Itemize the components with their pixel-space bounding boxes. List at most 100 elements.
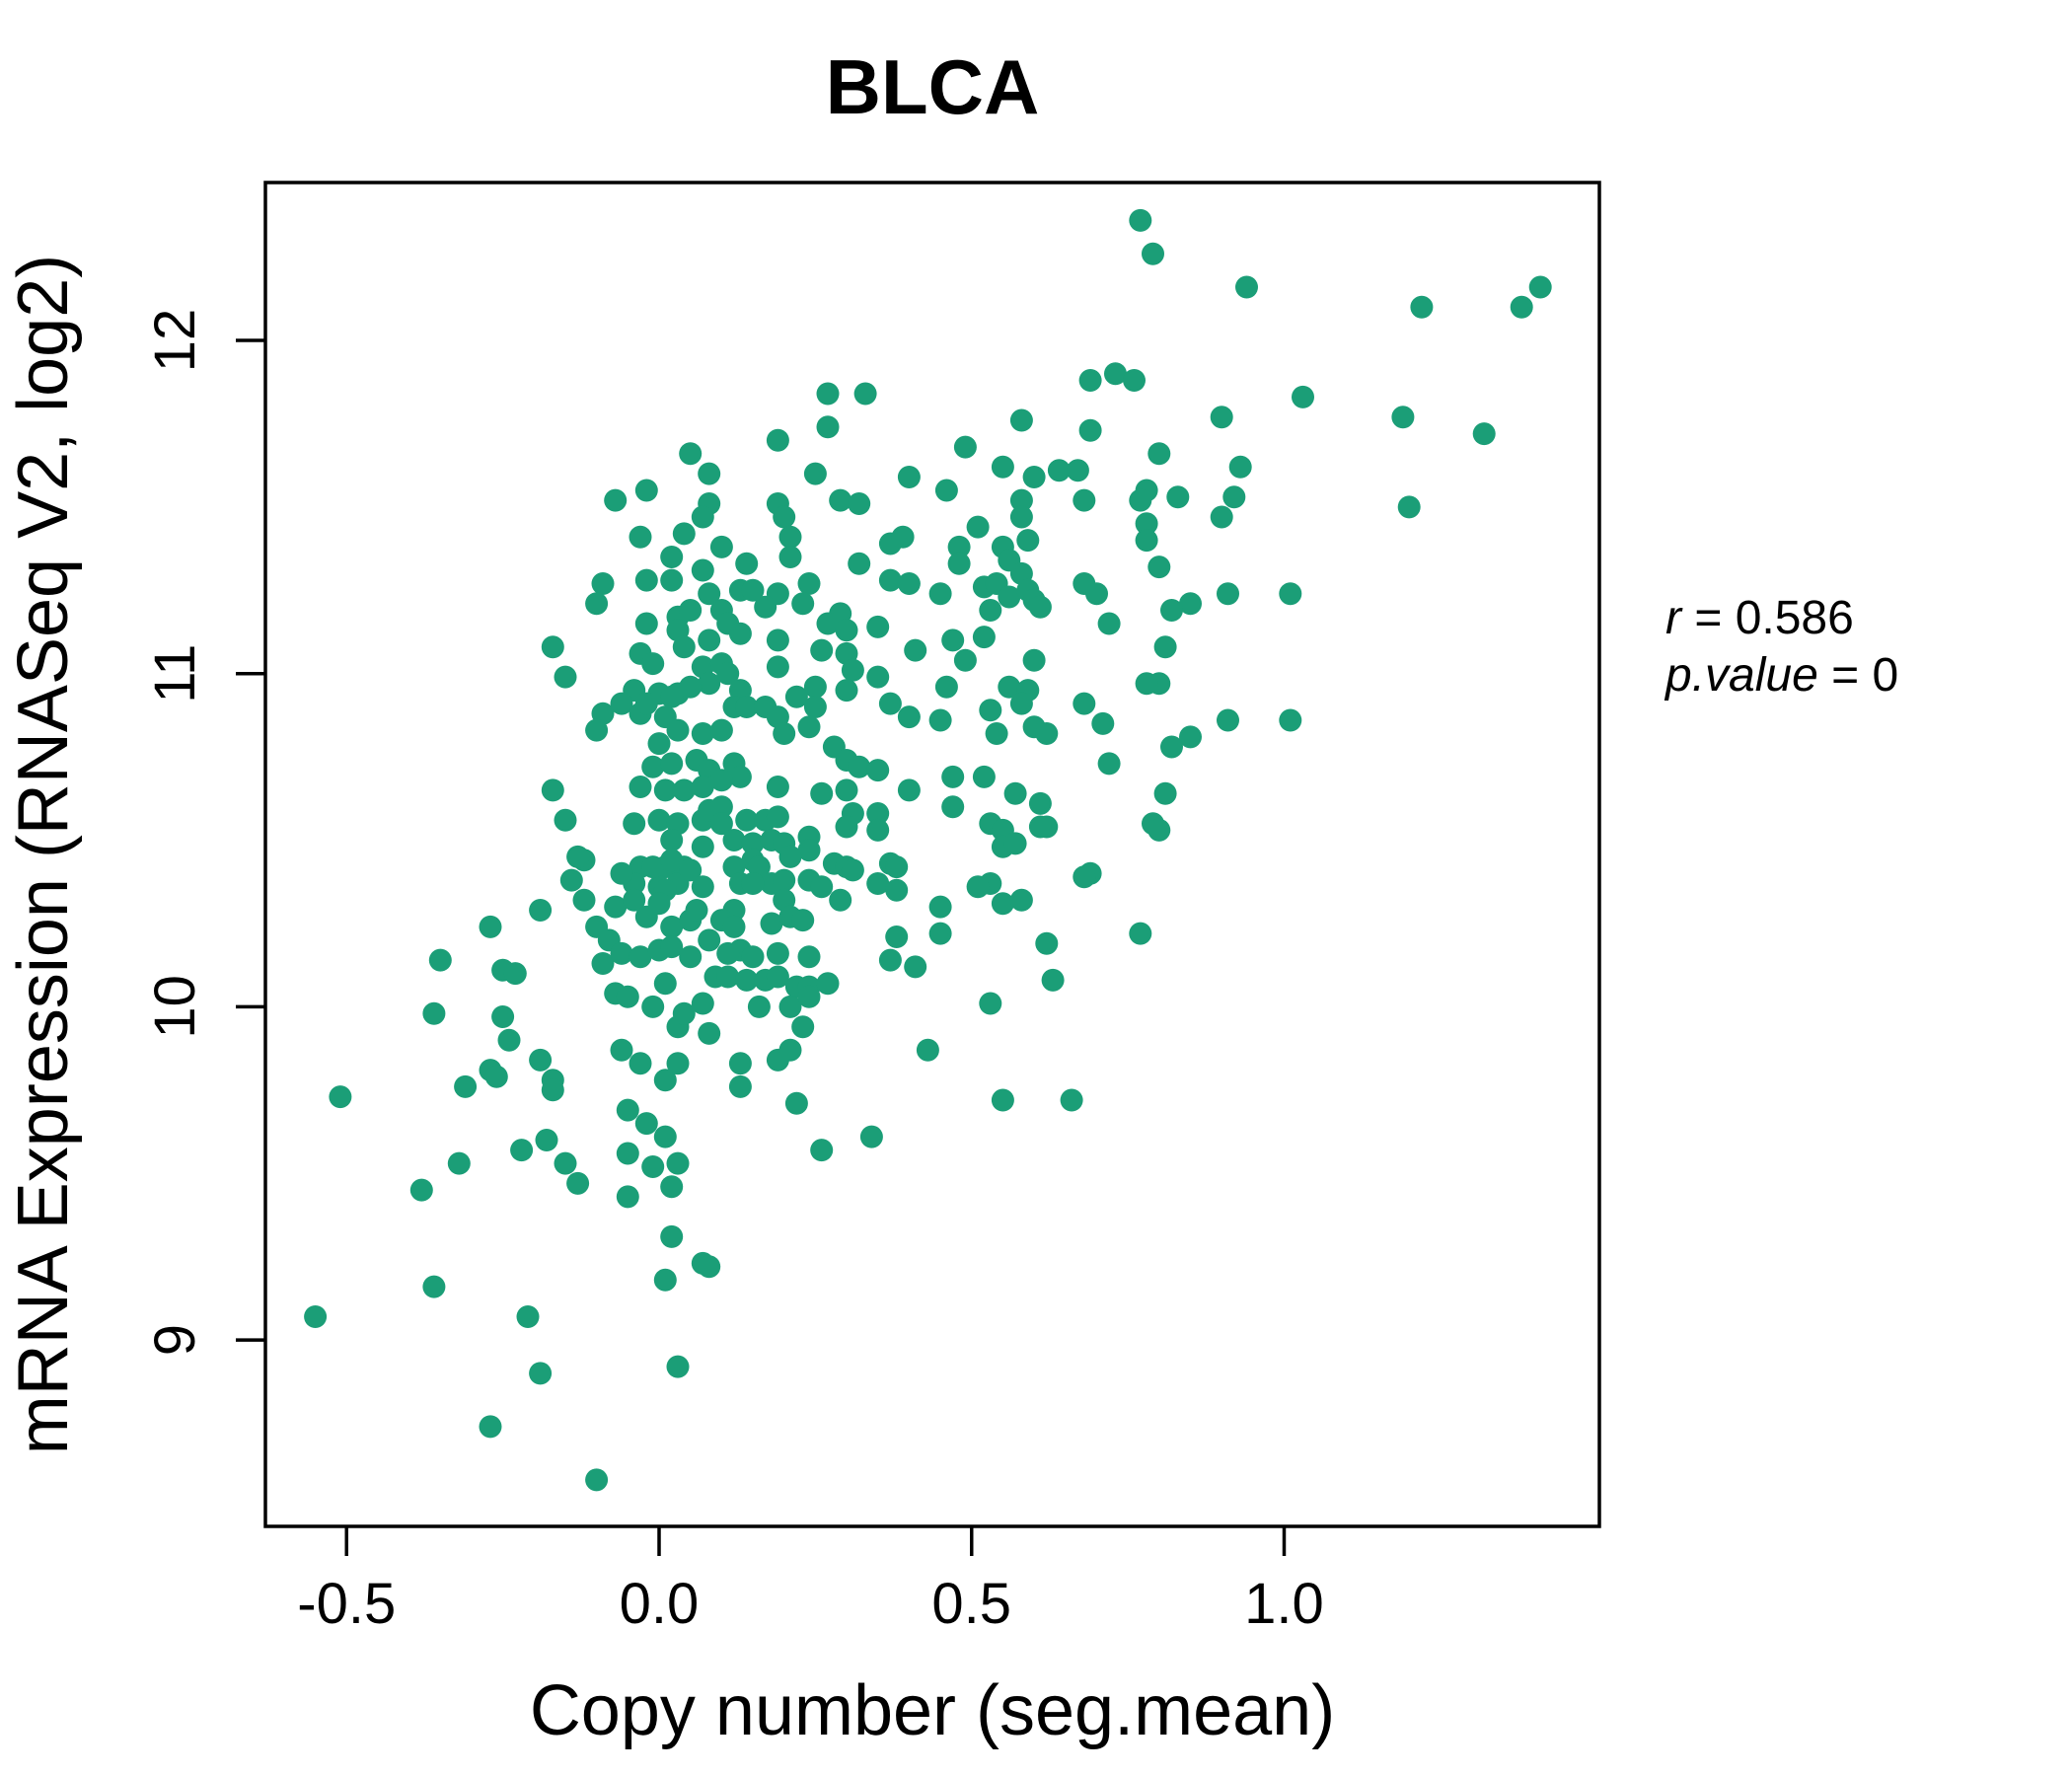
data-point (816, 382, 840, 406)
data-point (554, 665, 577, 689)
data-point (672, 635, 696, 659)
data-point (585, 718, 609, 742)
data-point (773, 505, 796, 529)
data-point (1153, 635, 1177, 659)
data-point (916, 1038, 939, 1062)
data-point (1016, 529, 1040, 553)
data-point (679, 599, 703, 622)
data-point (541, 1078, 564, 1102)
data-point (797, 839, 821, 862)
data-point (1391, 406, 1415, 429)
data-point (754, 595, 777, 619)
data-point (1129, 488, 1152, 512)
data-point (784, 685, 808, 708)
data-point (1003, 781, 1027, 805)
data-point (1222, 485, 1246, 509)
data-point (679, 945, 703, 969)
data-point (1528, 275, 1552, 299)
data-point (797, 715, 821, 739)
data-point (722, 915, 746, 938)
data-point (835, 619, 858, 642)
data-point (766, 941, 789, 965)
data-point (660, 752, 684, 776)
data-point (1135, 529, 1158, 553)
data-point (1147, 818, 1171, 842)
data-point (1279, 582, 1302, 606)
data-point (773, 722, 796, 745)
data-point (660, 915, 684, 938)
data-point (1153, 781, 1177, 805)
data-point (653, 778, 677, 802)
data-point (1160, 599, 1183, 622)
data-point (928, 582, 952, 606)
data-point (835, 815, 858, 839)
data-point (722, 829, 746, 851)
data-point (585, 592, 609, 616)
data-point (878, 948, 902, 972)
data-point (841, 858, 864, 882)
data-point (1003, 832, 1027, 855)
data-point (1228, 455, 1252, 479)
data-point (766, 805, 789, 829)
data-point (629, 525, 652, 549)
data-point (541, 635, 564, 659)
data-point (953, 435, 977, 459)
data-point (1292, 385, 1314, 408)
data-point (866, 665, 890, 689)
data-point (966, 875, 990, 899)
x-axis-title: Copy number (seg.mean) (530, 1671, 1335, 1750)
data-point (660, 568, 684, 592)
data-point (1217, 708, 1239, 732)
data-point (1041, 968, 1065, 992)
data-point (554, 808, 577, 832)
x-tick-label: 0.0 (620, 1572, 700, 1636)
x-axis-tick-labels: -0.5 0.0 0.5 1.0 (297, 1572, 1324, 1636)
y-tick-label: 11 (143, 644, 207, 703)
annotation-r: r = 0.586 (1665, 592, 1854, 644)
data-point (897, 466, 921, 488)
data-point (1104, 362, 1127, 386)
data-point (535, 1129, 558, 1151)
data-point (604, 895, 628, 919)
data-point (1510, 295, 1533, 319)
data-point (866, 615, 890, 638)
data-point (941, 629, 965, 652)
data-point (660, 685, 684, 708)
data-point (835, 778, 858, 802)
data-point (810, 875, 834, 899)
data-point (1210, 505, 1233, 529)
y-axis-tick-labels: 9 10 11 12 (143, 309, 207, 1356)
data-point (566, 845, 590, 868)
data-point (866, 759, 890, 782)
data-point (979, 699, 1002, 722)
data-point (422, 1001, 446, 1025)
data-point (641, 855, 665, 879)
data-point (728, 1074, 752, 1098)
data-point (866, 818, 890, 842)
data-point (634, 612, 658, 635)
data-point (1217, 582, 1239, 606)
data-point (709, 718, 733, 742)
data-point (691, 835, 714, 858)
data-point (1073, 692, 1096, 715)
data-point (422, 1275, 446, 1298)
data-point (778, 995, 802, 1018)
data-point (848, 552, 871, 575)
data-point (1160, 735, 1183, 759)
data-point (848, 492, 871, 515)
data-point (1078, 418, 1102, 442)
data-point (1179, 725, 1202, 749)
scatter-points (304, 208, 1552, 1492)
data-point (1129, 208, 1152, 232)
data-point (616, 1142, 639, 1165)
data-point (623, 888, 646, 912)
data-point (773, 868, 796, 892)
data-point (797, 945, 821, 969)
data-point (691, 722, 714, 745)
data-point (897, 572, 921, 595)
data-point (653, 972, 677, 996)
data-point (1097, 752, 1121, 776)
data-point (610, 1038, 633, 1062)
data-point (904, 638, 927, 662)
